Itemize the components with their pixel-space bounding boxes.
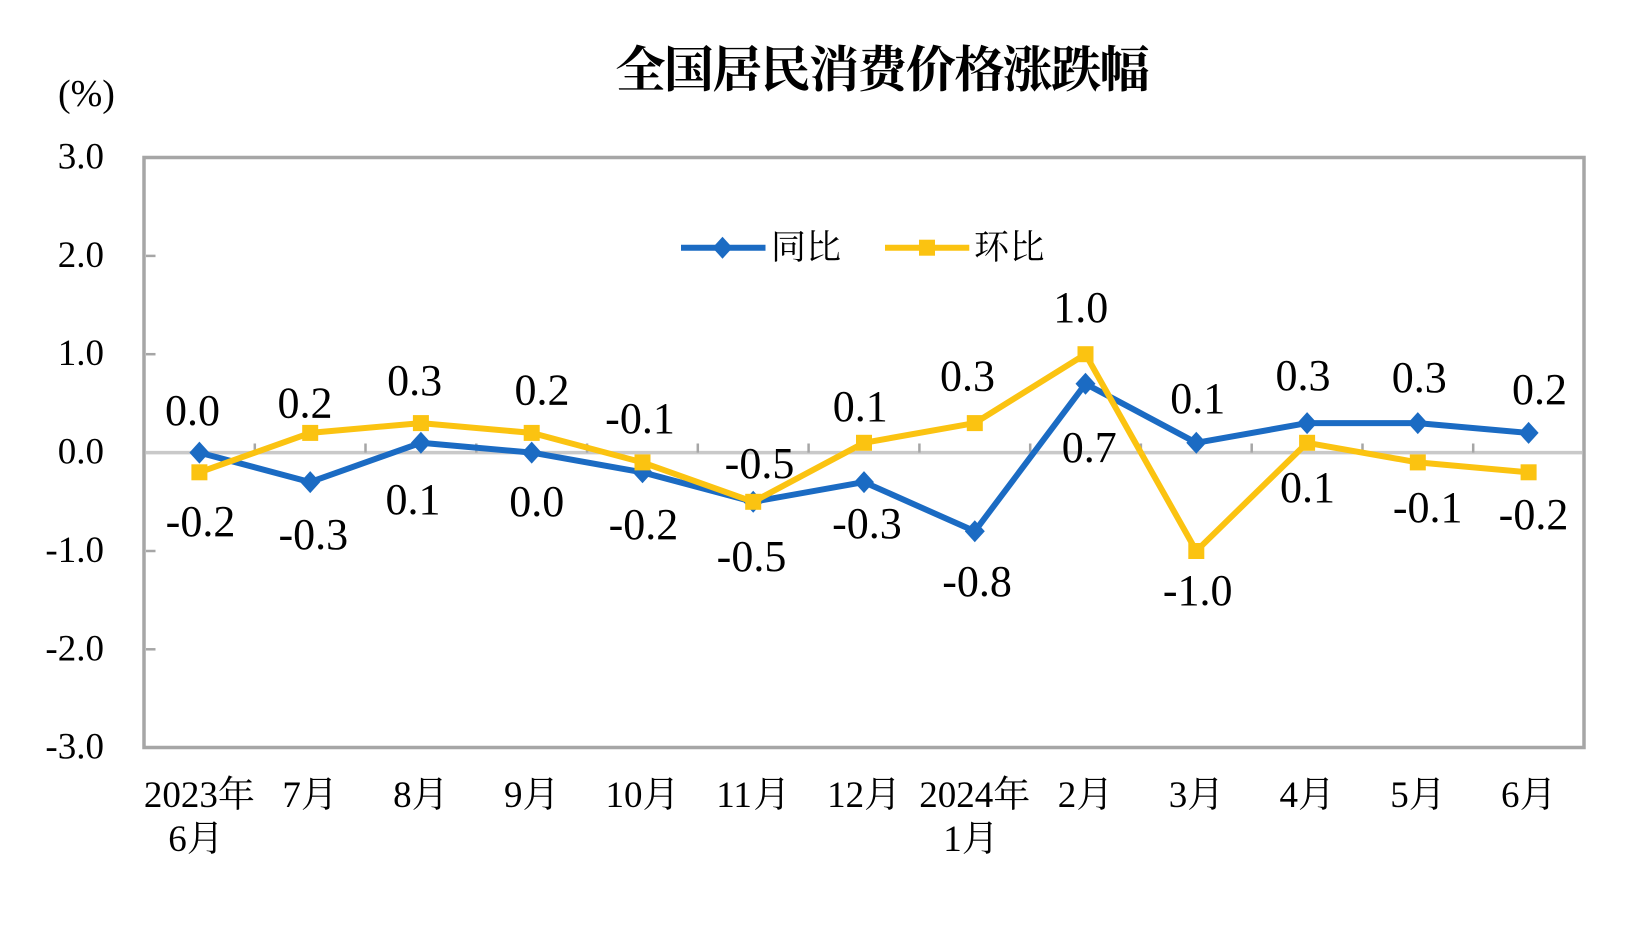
svg-text:-0.5: -0.5 [725,439,795,488]
svg-text:0.3: 0.3 [940,352,995,401]
svg-text:0.3: 0.3 [387,356,442,405]
svg-text:-1.0: -1.0 [1163,566,1233,615]
svg-text:7: 7 [282,775,301,816]
svg-text:1: 1 [943,819,962,860]
svg-text:-0.2: -0.2 [609,500,679,549]
svg-text:0.0: 0.0 [58,432,104,473]
svg-text:-0.1: -0.1 [1393,483,1463,532]
svg-text:2: 2 [1058,775,1077,816]
svg-text:1.0: 1.0 [58,333,104,374]
svg-text:2024: 2024 [919,775,993,816]
svg-text:0.3: 0.3 [1392,353,1447,402]
svg-text:-0.2: -0.2 [1499,490,1569,539]
svg-text:3: 3 [1169,775,1188,816]
svg-text:6: 6 [168,819,187,860]
svg-text:(%): (%) [58,73,115,115]
svg-text:0.0: 0.0 [509,477,564,526]
svg-text:-0.1: -0.1 [605,394,675,443]
svg-text:-0.5: -0.5 [717,532,787,581]
svg-text:3.0: 3.0 [58,137,104,178]
svg-text:12: 12 [827,775,864,816]
svg-text:0.3: 0.3 [1276,351,1331,400]
svg-text:9: 9 [504,775,523,816]
svg-text:-1.0: -1.0 [45,530,104,571]
svg-text:5: 5 [1390,775,1409,816]
svg-text:0.1: 0.1 [1170,374,1225,423]
svg-text:4: 4 [1280,775,1299,816]
svg-text:-0.8: -0.8 [942,557,1012,606]
svg-text:0.2: 0.2 [278,379,333,428]
svg-text:1.0: 1.0 [1053,283,1108,332]
svg-text:11: 11 [716,775,752,816]
svg-text:0.1: 0.1 [386,475,441,524]
svg-text:-3.0: -3.0 [45,727,104,768]
svg-text:-0.3: -0.3 [832,499,902,548]
svg-text:0.2: 0.2 [1512,365,1567,414]
svg-text:0.7: 0.7 [1062,423,1117,472]
svg-text:0.2: 0.2 [515,366,570,415]
svg-text:8: 8 [393,775,412,816]
svg-text:-0.2: -0.2 [166,497,236,546]
svg-text:-0.3: -0.3 [278,510,348,559]
svg-text:6: 6 [1501,775,1520,816]
svg-text:10: 10 [606,775,643,816]
svg-text:-2.0: -2.0 [45,628,104,669]
svg-text:0.0: 0.0 [165,386,220,435]
svg-text:2023: 2023 [144,775,218,816]
svg-text:2.0: 2.0 [58,235,104,276]
svg-text:0.1: 0.1 [833,382,888,431]
svg-text:0.1: 0.1 [1280,463,1335,512]
